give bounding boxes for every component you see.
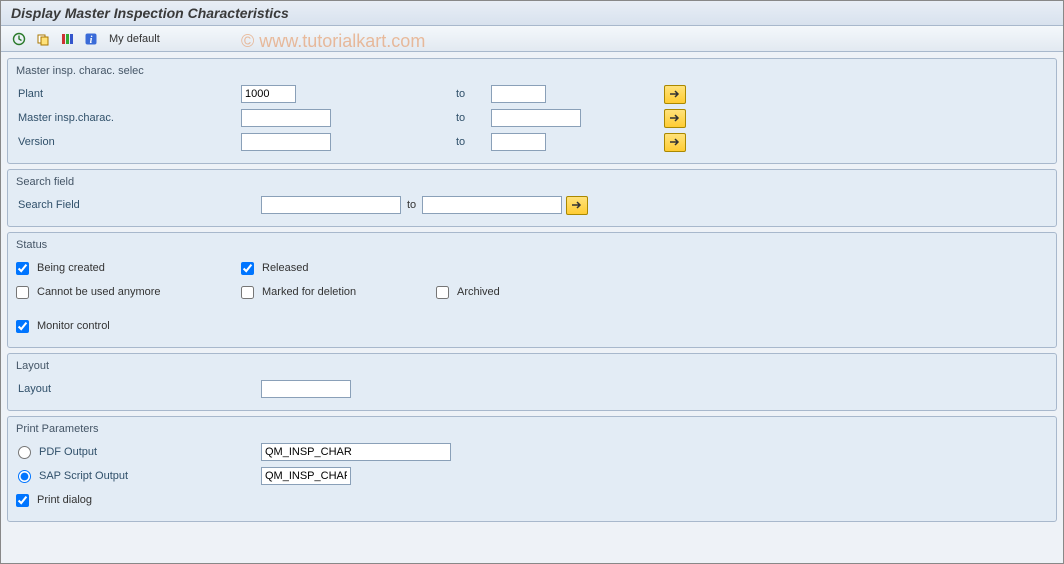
- arrow-right-icon: [669, 137, 681, 147]
- plant-to-label: to: [436, 88, 491, 100]
- layout-input[interactable]: [261, 380, 351, 398]
- version-label: Version: [16, 136, 241, 148]
- group-print: Print Parameters PDF Output SAP Script O…: [7, 416, 1057, 522]
- being-created-label: Being created: [37, 262, 105, 274]
- group-status: Status Being created Released Cannot be …: [7, 232, 1057, 348]
- cannot-use-checkbox[interactable]: [16, 286, 29, 299]
- info-button[interactable]: i: [81, 29, 101, 49]
- mic-label: Master insp.charac.: [16, 112, 241, 124]
- pdf-output-input[interactable]: [261, 443, 451, 461]
- mic-to-input[interactable]: [491, 109, 581, 127]
- group-status-title: Status: [16, 239, 1048, 251]
- arrow-right-icon: [571, 200, 583, 210]
- group-print-title: Print Parameters: [16, 423, 1048, 435]
- search-from-input[interactable]: [261, 196, 401, 214]
- dynamic-selections-button[interactable]: [57, 29, 77, 49]
- dynamic-selections-icon: [60, 32, 74, 46]
- pdf-output-radio[interactable]: [18, 446, 31, 459]
- arrow-right-icon: [669, 89, 681, 99]
- sap-script-label: SAP Script Output: [39, 470, 128, 482]
- monitor-checkbox[interactable]: [16, 320, 29, 333]
- search-to-input[interactable]: [422, 196, 562, 214]
- pdf-output-label: PDF Output: [39, 446, 97, 458]
- content-area: Master insp. charac. selec Plant to Mast…: [1, 52, 1063, 533]
- marked-del-checkbox[interactable]: [241, 286, 254, 299]
- plant-multiselect-button[interactable]: [664, 85, 686, 104]
- marked-del-label: Marked for deletion: [262, 286, 356, 298]
- execute-button[interactable]: [9, 29, 29, 49]
- print-dialog-label: Print dialog: [37, 494, 92, 506]
- mic-multiselect-button[interactable]: [664, 109, 686, 128]
- search-field-label: Search Field: [16, 199, 261, 211]
- page-title: Display Master Inspection Characteristic…: [1, 1, 1063, 26]
- info-icon: i: [84, 32, 98, 46]
- plant-from-input[interactable]: [241, 85, 296, 103]
- group-search-title: Search field: [16, 176, 1048, 188]
- version-to-input[interactable]: [491, 133, 546, 151]
- archived-label: Archived: [457, 286, 500, 298]
- archived-checkbox[interactable]: [436, 286, 449, 299]
- group-layout: Layout Layout: [7, 353, 1057, 411]
- version-multiselect-button[interactable]: [664, 133, 686, 152]
- released-label: Released: [262, 262, 308, 274]
- being-created-checkbox[interactable]: [16, 262, 29, 275]
- plant-label: Plant: [16, 88, 241, 100]
- group-search: Search field Search Field to: [7, 169, 1057, 227]
- group-selection: Master insp. charac. selec Plant to Mast…: [7, 58, 1057, 164]
- layout-label: Layout: [16, 383, 261, 395]
- arrow-right-icon: [669, 113, 681, 123]
- mic-from-input[interactable]: [241, 109, 331, 127]
- version-to-label: to: [436, 136, 491, 148]
- cannot-use-label: Cannot be used anymore: [37, 286, 161, 298]
- plant-to-input[interactable]: [491, 85, 546, 103]
- variant-icon: [36, 32, 50, 46]
- clock-execute-icon: [12, 32, 26, 46]
- my-default-label[interactable]: My default: [109, 33, 160, 45]
- released-checkbox[interactable]: [241, 262, 254, 275]
- toolbar: i My default: [1, 26, 1063, 52]
- group-selection-title: Master insp. charac. selec: [16, 65, 1048, 77]
- group-layout-title: Layout: [16, 360, 1048, 372]
- sap-script-radio[interactable]: [18, 470, 31, 483]
- variant-button[interactable]: [33, 29, 53, 49]
- svg-text:i: i: [90, 35, 93, 46]
- sap-window: Display Master Inspection Characteristic…: [0, 0, 1064, 564]
- mic-to-label: to: [436, 112, 491, 124]
- search-multiselect-button[interactable]: [566, 196, 588, 215]
- monitor-label: Monitor control: [37, 320, 110, 332]
- search-to-label: to: [401, 199, 422, 211]
- version-from-input[interactable]: [241, 133, 331, 151]
- sap-script-input[interactable]: [261, 467, 351, 485]
- print-dialog-checkbox[interactable]: [16, 494, 29, 507]
